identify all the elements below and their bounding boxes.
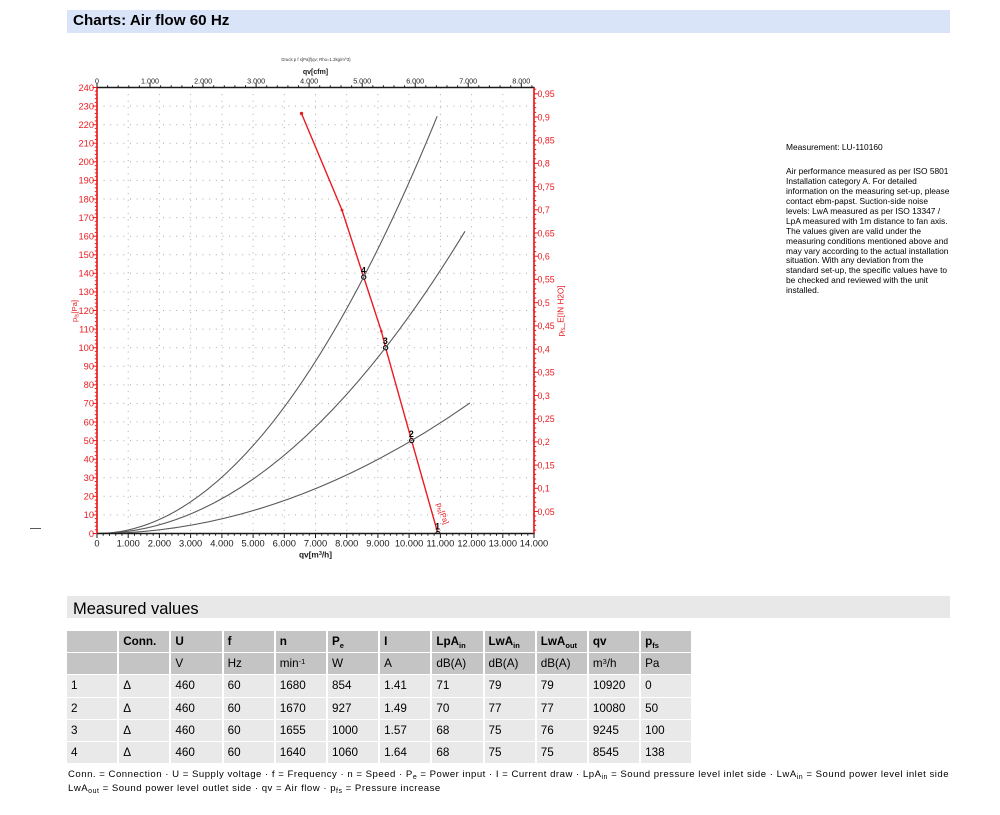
svg-text:120: 120 xyxy=(78,306,94,316)
svg-text:5.000: 5.000 xyxy=(353,77,371,86)
svg-text:110: 110 xyxy=(79,324,94,334)
svg-text:240: 240 xyxy=(78,83,94,93)
svg-text:1.000: 1.000 xyxy=(117,539,140,549)
svg-text:50: 50 xyxy=(84,436,94,446)
svg-text:10.000: 10.000 xyxy=(395,539,423,549)
svg-text:0: 0 xyxy=(94,539,99,549)
svg-text:14.000: 14.000 xyxy=(520,539,548,549)
svg-text:0,15: 0,15 xyxy=(538,460,555,470)
svg-text:0,3: 0,3 xyxy=(538,391,550,401)
svg-text:0,5: 0,5 xyxy=(538,298,550,308)
svg-text:0,4: 0,4 xyxy=(538,344,550,354)
svg-text:6.000: 6.000 xyxy=(273,539,296,549)
svg-text:0,6: 0,6 xyxy=(538,252,550,262)
svg-text:0: 0 xyxy=(95,77,99,86)
svg-text:160: 160 xyxy=(78,232,94,242)
svg-text:13.000: 13.000 xyxy=(489,539,517,549)
svg-text:3.000: 3.000 xyxy=(179,539,202,549)
svg-text:190: 190 xyxy=(78,176,94,186)
svg-text:220: 220 xyxy=(78,120,94,130)
svg-text:5.000: 5.000 xyxy=(241,539,264,549)
svg-text:7.000: 7.000 xyxy=(304,539,327,549)
svg-text:11.000: 11.000 xyxy=(427,539,455,549)
svg-text:1: 1 xyxy=(435,522,440,532)
svg-text:100: 100 xyxy=(78,343,94,353)
svg-text:2: 2 xyxy=(409,429,414,439)
svg-text:pfs_E[IN H2O]: pfs_E[IN H2O] xyxy=(557,285,568,336)
svg-text:10: 10 xyxy=(84,510,94,520)
svg-text:0,2: 0,2 xyxy=(538,437,550,447)
svg-text:0,1: 0,1 xyxy=(538,484,550,494)
svg-text:0,7: 0,7 xyxy=(538,205,550,215)
svg-text:0,45: 0,45 xyxy=(538,321,555,331)
svg-text:4: 4 xyxy=(361,265,366,275)
svg-text:2.000: 2.000 xyxy=(194,77,212,86)
svg-text:2.000: 2.000 xyxy=(148,539,171,549)
svg-text:210: 210 xyxy=(78,139,94,149)
svg-text:4.000: 4.000 xyxy=(300,77,318,86)
svg-text:pfs[Pa]: pfs[Pa] xyxy=(70,300,81,322)
svg-text:6.000: 6.000 xyxy=(406,77,424,86)
svg-text:80: 80 xyxy=(84,380,94,390)
svg-text:20: 20 xyxy=(84,492,94,502)
svg-text:60: 60 xyxy=(84,417,94,427)
svg-text:0,8: 0,8 xyxy=(538,159,550,169)
svg-text:170: 170 xyxy=(78,213,94,223)
svg-text:4.000: 4.000 xyxy=(210,539,233,549)
svg-text:qv[m3/h]: qv[m3/h] xyxy=(299,550,332,560)
svg-text:0: 0 xyxy=(89,529,94,539)
svg-text:70: 70 xyxy=(84,399,94,409)
svg-text:140: 140 xyxy=(78,269,94,279)
svg-text:150: 150 xyxy=(78,250,94,260)
svg-text:0,05: 0,05 xyxy=(538,507,555,517)
svg-text:0,85: 0,85 xyxy=(538,136,555,146)
svg-text:40: 40 xyxy=(84,455,94,465)
svg-text:0,65: 0,65 xyxy=(538,228,555,238)
svg-text:Druck p f s[Pa]f(qv; Rho=1.2kg: Druck p f s[Pa]f(qv; Rho=1.2kg/m^3) xyxy=(281,57,351,62)
svg-text:0,75: 0,75 xyxy=(538,182,555,192)
svg-text:3: 3 xyxy=(383,336,388,346)
svg-text:30: 30 xyxy=(84,473,94,483)
svg-text:0,95: 0,95 xyxy=(538,89,555,99)
svg-text:9.000: 9.000 xyxy=(366,539,389,549)
svg-text:90: 90 xyxy=(84,362,94,372)
svg-text:130: 130 xyxy=(78,287,94,297)
svg-text:0,35: 0,35 xyxy=(538,368,555,378)
svg-text:180: 180 xyxy=(78,194,94,204)
svg-text:8.000: 8.000 xyxy=(335,539,358,549)
svg-text:3.000: 3.000 xyxy=(247,77,265,86)
svg-text:8.000: 8.000 xyxy=(512,77,530,86)
svg-text:qv[cfm]: qv[cfm] xyxy=(303,69,328,76)
svg-text:0,55: 0,55 xyxy=(538,275,555,285)
svg-text:12.000: 12.000 xyxy=(457,539,485,549)
svg-text:200: 200 xyxy=(78,157,94,167)
svg-text:0,25: 0,25 xyxy=(538,414,555,424)
svg-text:1.000: 1.000 xyxy=(141,77,159,86)
svg-text:230: 230 xyxy=(78,101,94,111)
svg-text:0,9: 0,9 xyxy=(538,112,550,122)
svg-text:7.000: 7.000 xyxy=(459,77,477,86)
